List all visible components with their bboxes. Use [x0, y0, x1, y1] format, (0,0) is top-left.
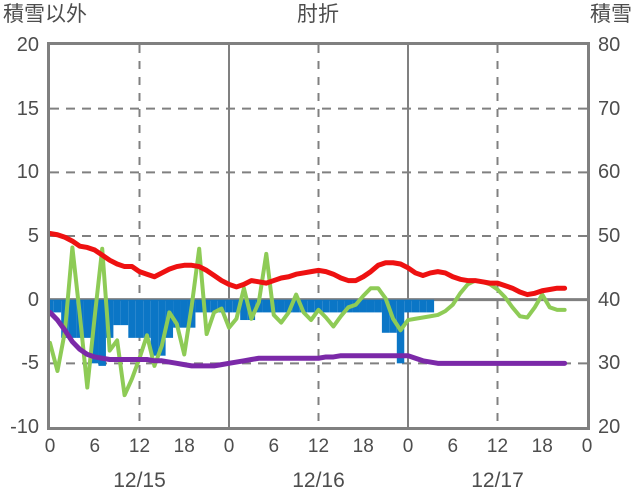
- precipitation-bar: [53, 299, 62, 313]
- x-axis-tick: 18: [352, 436, 374, 457]
- chart-canvas: [50, 45, 587, 427]
- y-axis-left-tick: 20: [16, 34, 39, 56]
- precipitation-bar: [158, 299, 166, 356]
- precipitation-bar: [329, 299, 338, 313]
- x-axis-tick: 0: [223, 436, 235, 457]
- precipitation-bar: [337, 299, 345, 313]
- x-axis-date-label: 12/16: [292, 469, 345, 492]
- precipitation-bar: [262, 299, 271, 313]
- precipitation-bar: [143, 299, 151, 338]
- y-axis-left-tick: 15: [16, 97, 39, 120]
- precipitation-bar: [105, 299, 114, 338]
- y-axis-right-tick: 60: [598, 161, 621, 184]
- precipitation-bar: [419, 299, 427, 313]
- snowdepth_purple-line: [50, 309, 568, 369]
- x-axis-date-label: 12/17: [471, 469, 524, 492]
- precipitation-bar: [210, 299, 218, 313]
- x-axis-tick: 0: [402, 436, 414, 457]
- precipitation-bar: [307, 299, 315, 313]
- precipitation-bar: [113, 299, 121, 326]
- precipitation-bar: [299, 299, 308, 313]
- y-axis-right-tick: 80: [598, 34, 621, 56]
- precipitation-bar: [150, 299, 159, 356]
- y-axis-left-tick: -5: [21, 352, 39, 375]
- left-axis-title: 積雪以外: [3, 3, 87, 26]
- y-axis-left-tick: -10: [10, 416, 39, 438]
- y-axis-right-tick: 20: [598, 416, 621, 438]
- y-axis-right-tick: 40: [598, 288, 621, 311]
- precipitation-bar: [404, 299, 412, 313]
- precipitation-bar: [217, 299, 226, 313]
- precipitation-bar: [225, 299, 233, 313]
- x-axis-date-labels: 12/15 12/16 12/17: [0, 470, 636, 498]
- right-axis-title: 積雪: [590, 3, 632, 26]
- precipitation-bar: [240, 299, 248, 321]
- precipitation-bar: [128, 299, 136, 338]
- x-axis-tick: 12: [307, 436, 330, 457]
- x-axis-tick: 0: [581, 436, 593, 457]
- precipitation-bar: [411, 299, 420, 313]
- y-axis-right-tick: 30: [598, 352, 621, 375]
- precipitation-bar: [135, 299, 144, 338]
- x-axis-tick: 6: [447, 436, 459, 457]
- precipitation-bar: [195, 299, 203, 313]
- y-axis-left-tick: 10: [16, 161, 39, 184]
- precipitation-bar: [374, 299, 382, 313]
- precipitation-bar: [98, 299, 106, 366]
- precipitation-bar: [50, 299, 54, 313]
- precipitation-bar: [202, 299, 211, 313]
- precipitation-bar: [322, 299, 330, 313]
- x-axis-tick: 12: [486, 436, 509, 457]
- x-axis-tick: 6: [89, 436, 101, 457]
- precipitation-bar: [83, 299, 92, 338]
- x-axis-tick: 0: [44, 436, 56, 457]
- precipitation-bar: [120, 299, 129, 326]
- precipitation-bar: [173, 299, 181, 328]
- x-axis-tick-labels: 0 6 12 18 0 6 12 18 0 6 12 18 0: [0, 437, 636, 463]
- precipitation-bar: [292, 299, 300, 313]
- x-axis-tick: 18: [173, 436, 195, 457]
- y-axis-left-tick: 5: [27, 225, 39, 247]
- y-axis-right-tick: 70: [598, 97, 621, 120]
- precipitation-bar: [284, 299, 293, 313]
- x-axis-date-label: 12/15: [113, 469, 166, 492]
- precipitation-bar: [180, 299, 188, 328]
- plot-area: [47, 42, 590, 430]
- precipitation-bar: [366, 299, 375, 313]
- precipitation-bar: [426, 299, 435, 313]
- precipitation-bar: [68, 299, 77, 338]
- precipitation-bar: [381, 299, 390, 333]
- temperature_red-line: [50, 230, 568, 298]
- precipitation-bar: [247, 299, 256, 321]
- y-axis-right-tick: 50: [598, 225, 621, 247]
- page-title: 肘折: [297, 3, 339, 26]
- x-axis-tick: 6: [268, 436, 280, 457]
- precipitation-bar: [277, 299, 285, 313]
- precipitation-bar: [314, 299, 323, 313]
- precipitation-bar: [359, 299, 367, 313]
- x-axis-tick: 12: [128, 436, 151, 457]
- y-axis-left-tick: 0: [27, 288, 39, 311]
- x-axis-tick: 18: [531, 436, 553, 457]
- precipitation-bar: [232, 299, 241, 313]
